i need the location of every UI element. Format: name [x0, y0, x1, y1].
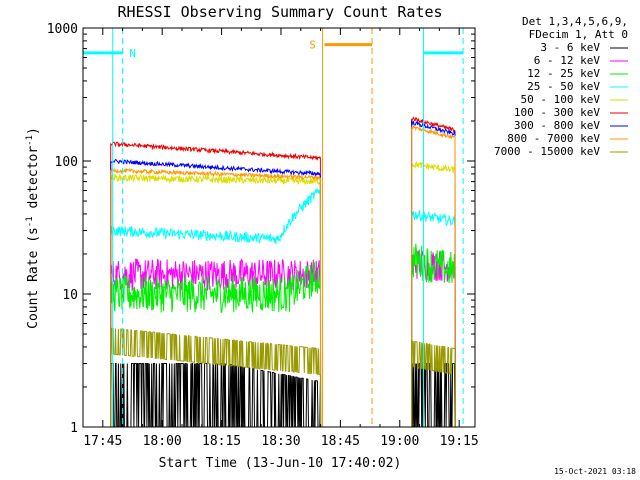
- x-tick-label-1: 18:00: [143, 434, 182, 449]
- series-line-7-segment-0: [110, 167, 322, 428]
- series-line-7-segment-1: [411, 125, 456, 428]
- y-tick-label-2: 100: [55, 155, 78, 170]
- y-axis-label: Count Rate (s-1 detector-1): [25, 127, 41, 329]
- y-axis: 1 10 100 1000: [47, 22, 475, 436]
- chart-title: RHESSI Observing Summary Count Rates: [117, 3, 442, 21]
- series-line-6-segment-1: [411, 119, 456, 428]
- series-line-2-segment-1: [411, 243, 456, 428]
- y-axis-label-main: Count Rate (s: [26, 227, 41, 329]
- legend-label-6: 300 - 800 keV: [514, 119, 600, 132]
- series-line-6-segment-0: [110, 159, 322, 428]
- series-line-0-segment-0: [110, 363, 322, 428]
- x-tick-label-6: 19:15: [440, 434, 479, 449]
- flag-label-1: S: [309, 39, 316, 52]
- y-tick-label-1: 10: [62, 288, 78, 303]
- y-axis-label-end: ): [26, 127, 41, 135]
- y-tick-label-0: 1: [70, 421, 78, 436]
- legend-label-1: 6 - 12 keV: [534, 54, 601, 67]
- legend-label-7: 800 - 7000 keV: [507, 132, 600, 145]
- legend-label-2: 12 - 25 keV: [527, 67, 600, 80]
- plot-frame: [82, 27, 476, 428]
- flag-label-0: N: [129, 47, 136, 60]
- x-axis: 17:45 18:00 18:15 18:30 18:45 19:00 19:15: [82, 28, 479, 449]
- legend-label-4: 50 - 100 keV: [521, 93, 601, 106]
- series-line-8-segment-1: [411, 340, 456, 428]
- series-line-4-segment-0: [110, 173, 322, 428]
- flag-layer: NS: [83, 28, 464, 427]
- legend-label-3: 25 - 50 keV: [527, 80, 600, 93]
- legend-header-line2: FDecim 1, Att 0: [529, 28, 628, 41]
- legend-label-8: 7000 - 15000 keV: [494, 145, 600, 158]
- legend-header-line1: Det 1,3,4,5,6,9,: [522, 15, 628, 28]
- y-tick-label-3: 1000: [47, 22, 78, 37]
- x-tick-label-3: 18:30: [261, 434, 300, 449]
- data-layer: [110, 116, 456, 428]
- x-tick-label-2: 18:15: [202, 434, 241, 449]
- x-tick-label-0: 17:45: [83, 434, 122, 449]
- y-axis-label-mid: detector: [26, 146, 41, 217]
- series-line-5-segment-0: [110, 141, 322, 428]
- timestamp: 15-Oct-2021 03:18: [554, 467, 636, 476]
- series-line-3-segment-1: [411, 209, 456, 428]
- x-axis-label: Start Time (13-Jun-10 17:40:02): [159, 456, 402, 471]
- series-line-4-segment-1: [411, 161, 456, 428]
- legend-label-0: 3 - 6 keV: [540, 41, 600, 54]
- series-line-2-segment-0: [110, 261, 322, 428]
- x-tick-label-4: 18:45: [321, 434, 360, 449]
- series-line-8-segment-0: [110, 327, 322, 428]
- y-axis-label-sup1: -1: [25, 216, 35, 227]
- series-line-5-segment-1: [411, 116, 456, 428]
- legend-label-5: 100 - 300 keV: [514, 106, 600, 119]
- legend: Det 1,3,4,5,6,9, FDecim 1, Att 0 3 - 6 k…: [494, 15, 628, 158]
- plot-area: NS: [82, 27, 476, 428]
- series-line-3-segment-0: [110, 188, 322, 428]
- x-tick-label-5: 19:00: [380, 434, 419, 449]
- y-axis-label-sup2: -1: [25, 135, 35, 146]
